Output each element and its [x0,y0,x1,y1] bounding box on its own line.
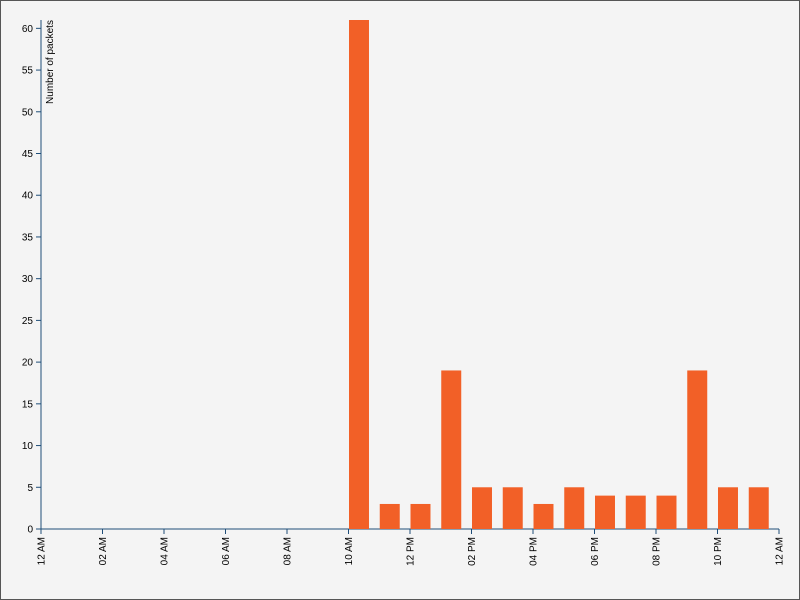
y-tick-label: 50 [22,107,34,118]
bar [349,20,369,529]
y-tick-label: 55 [22,66,34,77]
x-tick-label: 04 AM [160,537,171,565]
y-tick-label: 60 [22,24,34,35]
x-tick-label: 06 PM [590,537,601,566]
y-tick-label: 25 [22,316,34,327]
y-tick-label: 10 [22,441,34,452]
bar [595,495,615,529]
x-tick-label: 02 PM [467,537,478,566]
bar [533,503,554,529]
bar [687,370,708,529]
y-tick-label: 5 [27,483,33,494]
y-tick-label: 45 [22,149,34,160]
x-tick-label: 06 AM [221,537,232,565]
y-tick-label: 0 [27,525,33,536]
x-tick-label: 04 PM [529,537,540,566]
y-tick-label: 35 [22,232,34,243]
x-tick-label: 12 PM [406,537,417,566]
x-tick-label: 12 AM [37,537,48,565]
bar [718,487,738,529]
bar [379,503,400,529]
bar [502,487,523,529]
bar [472,487,492,529]
bar [564,487,585,529]
y-tick-label: 40 [22,191,34,202]
x-tick-label: 12 AM [775,537,786,565]
y-tick-label: 30 [22,274,34,285]
y-tick-label: 20 [22,358,34,369]
bar [625,495,646,529]
x-tick-label: 10 PM [713,537,724,566]
x-tick-label: 02 AM [98,537,109,565]
bar [748,487,769,529]
x-tick-label: 08 AM [283,537,294,565]
x-tick-label: 10 AM [344,537,355,565]
y-tick-label: 15 [22,399,34,410]
bar [441,370,462,529]
x-tick-label: 08 PM [652,537,663,566]
bar [656,495,677,529]
y-axis-label: Number of packets [45,20,56,104]
bar [410,503,431,529]
